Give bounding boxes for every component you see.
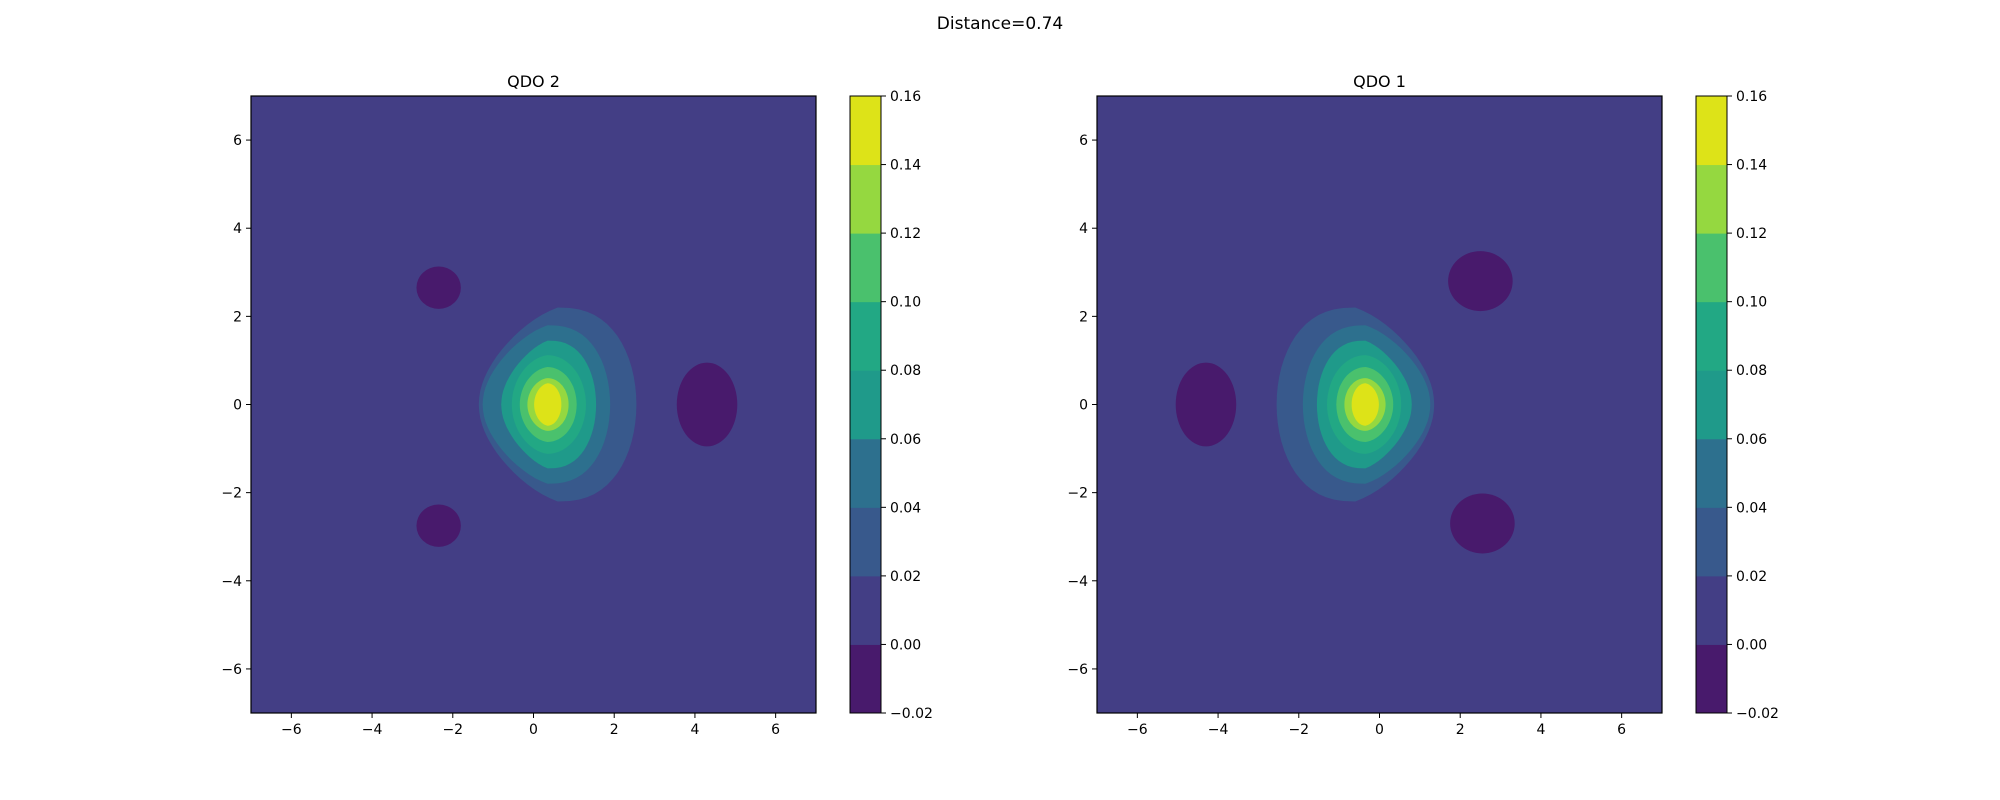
- x-tick-label: −6: [1127, 722, 1148, 738]
- colorbar-tick-label: 0.02: [1736, 569, 1767, 585]
- colorbar-band: [850, 301, 881, 371]
- contour-field: [251, 96, 816, 713]
- x-tick-label: 6: [771, 722, 780, 738]
- negative-lobe-1: [1175, 362, 1237, 447]
- y-tick-label: −2: [1067, 486, 1088, 502]
- y-tick-label: 6: [1079, 133, 1088, 149]
- x-tick-label: 6: [1617, 722, 1626, 738]
- y-tick-label: −4: [221, 574, 242, 590]
- colorbar-band: [850, 507, 881, 577]
- colorbar-tick-label: −0.02: [890, 706, 933, 722]
- colorbar-band: [1696, 164, 1727, 234]
- x-tick-label: −6: [281, 722, 302, 738]
- y-tick-label: −2: [221, 486, 242, 502]
- contour-band-8: [534, 383, 562, 426]
- colorbar-tick-label: 0.08: [1736, 363, 1767, 379]
- y-tick-label: 0: [1079, 398, 1088, 414]
- colorbar-band: [1696, 301, 1727, 371]
- negative-lobe-2: [416, 266, 461, 309]
- y-tick-label: 4: [1079, 221, 1088, 237]
- colorbar-band: [850, 575, 881, 645]
- colorbar-frame: [849, 95, 882, 714]
- x-tick-label: 2: [610, 722, 619, 738]
- colorbar-tick-label: 0.02: [890, 569, 921, 585]
- colorbar-tick-label: 0.12: [890, 226, 921, 242]
- colorbar-band: [850, 96, 881, 166]
- y-tick-label: −6: [221, 662, 242, 678]
- colorbar-band: [1696, 438, 1727, 508]
- colorbar-tick-label: 0.14: [890, 158, 921, 174]
- colorbar-band: [1696, 370, 1727, 440]
- x-tick-label: −2: [1288, 722, 1309, 738]
- y-tick-label: 0: [233, 398, 242, 414]
- contour-field: [1097, 96, 1662, 713]
- colorbar-tick-label: 0.12: [1736, 226, 1767, 242]
- colorbar-tick-label: 0.06: [1736, 432, 1767, 448]
- colorbar-band: [850, 164, 881, 234]
- colorbar-tick-label: 0.06: [890, 432, 921, 448]
- colorbar: −0.02 0.00 0.02 0.04 0.06 0.08 0.10 0.12 0.14 0.1…: [849, 89, 933, 722]
- colorbar-tick-label: 0.04: [890, 500, 921, 516]
- colorbar-band: [1696, 644, 1727, 714]
- colorbar-tick-label: 0.08: [890, 363, 921, 379]
- colorbar-tick-label: 0.00: [1736, 637, 1767, 653]
- colorbar-tick-label: 0.00: [890, 637, 921, 653]
- colorbar: −0.02 0.00 0.02 0.04 0.06 0.08 0.10 0.12 0.14 0.1…: [1695, 89, 1779, 722]
- y-tick-label: −4: [1067, 574, 1088, 590]
- colorbar-band: [850, 438, 881, 508]
- colorbar-band: [1696, 575, 1727, 645]
- x-tick-label: 4: [1536, 722, 1545, 738]
- subplot-title: QDO 1: [1353, 72, 1406, 91]
- colorbar-band: [1696, 507, 1727, 577]
- colorbar-tick-label: 0.04: [1736, 500, 1767, 516]
- subplot-title: QDO 2: [507, 72, 560, 91]
- colorbar-tick-label: 0.16: [890, 89, 921, 105]
- subplot-1: QDO 2 −6 −4 −2 0 2 4 6 −6 −4 −2 0 2 4 6 −0.02 0.00 0.02 0.…: [221, 72, 933, 738]
- colorbar-tick-label: 0.10: [1736, 295, 1767, 311]
- colorbar-tick-label: 0.14: [1736, 158, 1767, 174]
- colorbar-band: [850, 644, 881, 714]
- negative-lobe-3: [416, 504, 461, 547]
- x-tick-label: 4: [690, 722, 699, 738]
- y-tick-label: 4: [233, 221, 242, 237]
- colorbar-frame: [1695, 95, 1728, 714]
- colorbar-band: [1696, 233, 1727, 303]
- negative-lobe-3: [1450, 493, 1515, 554]
- colorbar-band: [850, 233, 881, 303]
- subplot-2: QDO 1 −6 −4 −2 0 2 4 6 −6 −4 −2 0 2 4 6 −0.02 0.00 0.02 0.…: [1067, 72, 1779, 738]
- x-tick-label: −2: [442, 722, 463, 738]
- x-tick-label: 0: [1375, 722, 1384, 738]
- y-tick-label: 2: [1079, 309, 1088, 325]
- y-tick-label: 2: [233, 309, 242, 325]
- figure-suptitle: Distance=0.74: [937, 14, 1063, 34]
- colorbar-tick-label: 0.10: [890, 295, 921, 311]
- x-tick-label: −4: [1208, 722, 1229, 738]
- y-tick-label: −6: [1067, 662, 1088, 678]
- colorbar-tick-label: −0.02: [1736, 706, 1779, 722]
- negative-lobe-2: [1448, 251, 1513, 312]
- x-tick-label: 0: [529, 722, 538, 738]
- x-tick-label: 2: [1456, 722, 1465, 738]
- colorbar-band: [850, 370, 881, 440]
- contour-band-8: [1351, 383, 1379, 426]
- negative-lobe-1: [676, 362, 738, 447]
- x-tick-label: −4: [362, 722, 383, 738]
- colorbar-tick-label: 0.16: [1736, 89, 1767, 105]
- y-tick-label: 6: [233, 133, 242, 149]
- colorbar-band: [1696, 96, 1727, 166]
